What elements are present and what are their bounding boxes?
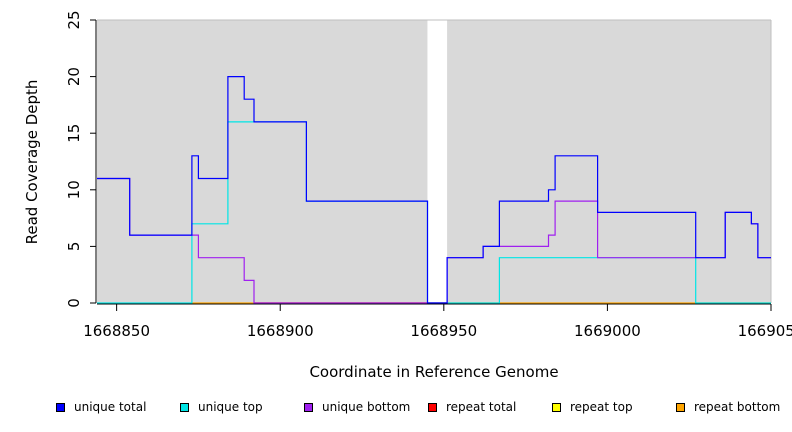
legend-item-unique-bottom: unique bottom: [304, 400, 410, 414]
y-tick-label: 10: [65, 180, 83, 199]
y-tick-label: 0: [65, 298, 83, 308]
x-tick-label: 1669050: [738, 322, 792, 340]
y-axis-title: Read Coverage Depth: [23, 80, 41, 245]
legend-label: repeat bottom: [694, 400, 781, 414]
y-tick-label: 5: [65, 242, 83, 252]
legend-swatch: [56, 402, 65, 412]
x-axis-ticks: 1668850 1668900 1668950 1669000 1669050: [83, 304, 792, 340]
legend: unique total unique top unique bottom repea…: [0, 400, 792, 418]
x-tick-label: 1668950: [410, 322, 477, 340]
legend-item-unique-top: unique top: [180, 400, 263, 414]
legend-swatch: [428, 402, 437, 412]
legend-swatch: [304, 402, 313, 412]
legend-swatch: [180, 402, 189, 412]
x-axis-title: Coordinate in Reference Genome: [309, 363, 558, 381]
plot-panel-1: [447, 20, 771, 303]
legend-swatch: [676, 402, 685, 412]
y-tick-label: 20: [65, 67, 83, 86]
legend-label: unique top: [198, 400, 263, 414]
legend-item-repeat-bottom: repeat bottom: [676, 400, 780, 414]
legend-item-repeat-total: repeat total: [428, 400, 516, 414]
x-tick-label: 1668900: [247, 322, 314, 340]
legend-label: repeat total: [446, 400, 517, 414]
legend-label: unique bottom: [322, 400, 411, 414]
x-tick-label: 1669000: [574, 322, 641, 340]
legend-label: unique total: [74, 400, 147, 414]
legend-label: repeat top: [570, 400, 633, 414]
series-lines: [97, 75, 771, 304]
series-line-unique-total: [97, 75, 771, 304]
x-tick-label: 1668850: [83, 322, 150, 340]
legend-swatch: [552, 402, 561, 412]
legend-item-unique-total: unique total: [56, 400, 146, 414]
y-tick-label: 25: [65, 10, 83, 29]
plot-panel-0: [97, 20, 428, 303]
legend-item-repeat-top: repeat top: [552, 400, 633, 414]
y-axis-ticks: 0 5 10 15 20 25: [65, 10, 96, 308]
plot-panels: [97, 19, 772, 303]
y-tick-label: 15: [65, 124, 83, 143]
